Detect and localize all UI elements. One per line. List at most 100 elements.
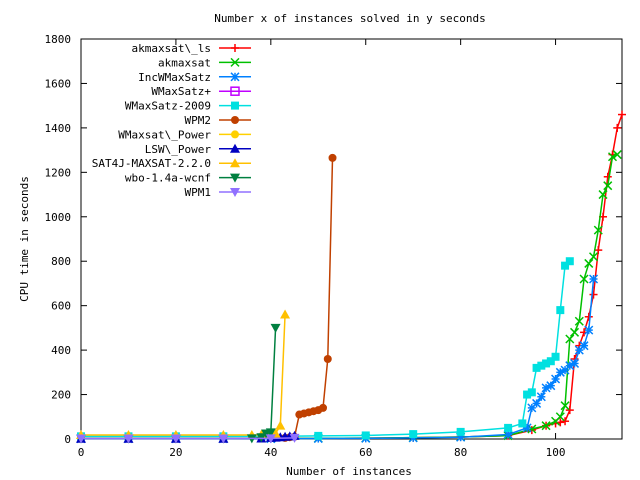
data-point — [598, 190, 608, 200]
legend-marker — [230, 143, 240, 153]
chart-title: Number x of instances solved in y second… — [214, 12, 486, 25]
data-point — [542, 359, 551, 368]
legend-label: akmaxsat — [158, 56, 211, 69]
data-point — [323, 355, 332, 363]
legend-label: wbo-1.4a-wcnf — [125, 172, 211, 185]
data-point — [579, 274, 589, 284]
data-point — [328, 153, 337, 162]
series-line — [284, 157, 334, 439]
y-tick-label: 1400 — [45, 122, 72, 135]
data-point — [123, 434, 134, 444]
data-point — [607, 152, 618, 162]
legend-marker — [230, 72, 240, 82]
y-tick-label: 1600 — [45, 77, 72, 90]
data-point — [551, 374, 561, 384]
data-point — [280, 309, 291, 319]
x-axis-label: Number of instances — [286, 465, 412, 478]
legend-label: WMaxSatz+ — [151, 85, 211, 98]
data-point — [523, 390, 532, 399]
data-point — [537, 361, 546, 370]
data-point — [314, 431, 323, 440]
data-point — [532, 363, 541, 372]
data-point — [546, 357, 555, 366]
data-point — [556, 306, 565, 315]
data-point — [584, 325, 594, 335]
data-point — [612, 150, 622, 160]
data-point — [265, 434, 276, 444]
legend-marker — [230, 188, 240, 197]
y-tick-label: 1000 — [45, 211, 72, 224]
data-point — [541, 421, 551, 431]
series-2 — [76, 274, 599, 444]
series-4 — [77, 257, 574, 441]
legend-label: akmaxsat\_ls — [132, 42, 211, 55]
data-point — [565, 257, 574, 266]
series-line — [81, 327, 277, 440]
series-layer — [76, 110, 626, 444]
data-point — [593, 225, 603, 235]
data-point — [265, 428, 276, 438]
legend-marker — [231, 130, 239, 139]
y-tick-label: 600 — [51, 300, 71, 313]
series-10 — [76, 433, 300, 444]
data-point — [561, 261, 570, 270]
y-tick-label: 400 — [51, 344, 71, 357]
series-8 — [76, 309, 291, 439]
legend-label: SAT4J-MAXSAT-2.2.0 — [92, 157, 211, 170]
data-point — [536, 392, 546, 402]
legend-marker — [231, 101, 239, 110]
x-tick-label: 0 — [78, 446, 85, 459]
series-line — [81, 314, 286, 436]
x-tick-label: 60 — [359, 446, 372, 459]
data-point — [289, 433, 300, 443]
data-point — [560, 401, 570, 411]
data-point — [574, 316, 584, 326]
data-point — [218, 434, 229, 444]
data-point — [588, 252, 599, 262]
data-point — [275, 420, 286, 430]
data-point — [518, 419, 527, 428]
legend-label: WMaxSatz-2009 — [125, 100, 211, 113]
x-tick-label: 100 — [546, 446, 566, 459]
data-point — [361, 431, 370, 440]
data-point — [570, 327, 580, 337]
data-point — [319, 403, 328, 412]
data-point — [270, 323, 281, 333]
series-line — [81, 437, 295, 440]
y-tick-label: 0 — [64, 433, 71, 446]
x-tick-label: 20 — [169, 446, 182, 459]
legend-marker — [230, 173, 240, 183]
y-tick-label: 1200 — [45, 166, 72, 179]
data-point — [546, 381, 556, 391]
legend-label: IncWMaxSatz — [138, 71, 211, 84]
series-9 — [76, 323, 281, 444]
data-point — [579, 341, 589, 351]
x-tick-label: 80 — [454, 446, 467, 459]
data-point — [584, 258, 594, 268]
legend-label: WPM1 — [185, 186, 212, 199]
legend-marker — [231, 116, 239, 124]
x-tick-label: 40 — [264, 446, 277, 459]
series-5 — [281, 153, 337, 442]
data-point — [527, 388, 536, 397]
data-point — [76, 434, 86, 444]
data-point — [522, 423, 532, 433]
y-tick-label: 800 — [51, 255, 71, 268]
data-point — [409, 430, 418, 439]
y-tick-label: 200 — [51, 389, 71, 402]
data-point — [603, 181, 613, 191]
data-point — [456, 427, 465, 436]
data-point — [555, 412, 565, 422]
series-line — [81, 278, 595, 440]
legend-label: WMaxsat\_Power — [118, 128, 211, 141]
series-line — [81, 153, 618, 440]
data-point — [170, 434, 181, 444]
legend-marker — [230, 57, 240, 67]
legend-label: WPM2 — [185, 114, 212, 127]
legend-marker — [230, 86, 240, 96]
legend-marker — [230, 158, 240, 168]
data-point — [532, 398, 542, 408]
data-point — [588, 274, 599, 284]
